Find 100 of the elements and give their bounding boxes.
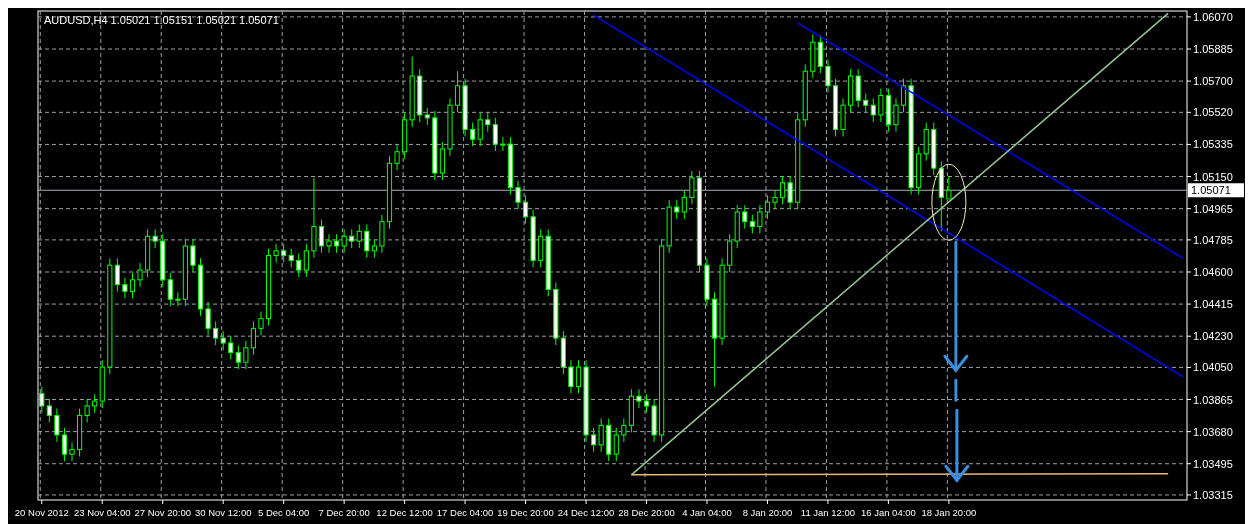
y-tick-label: 1.03495 bbox=[1193, 457, 1233, 470]
chart-title: AUDUSD,H4 1.05021 1.05151 1.05021 1.05071 bbox=[44, 14, 279, 26]
candlestick bbox=[492, 117, 498, 152]
candlestick bbox=[787, 175, 793, 210]
candlestick bbox=[349, 228, 355, 249]
candlestick bbox=[500, 136, 506, 152]
candlestick bbox=[92, 393, 98, 414]
candlestick bbox=[341, 228, 347, 254]
candlestick bbox=[54, 408, 60, 443]
x-tick-label: 30 Nov 12:00 bbox=[194, 507, 252, 518]
y-tick-label: 1.05700 bbox=[1193, 75, 1233, 88]
candlestick bbox=[235, 345, 241, 370]
candlestick bbox=[764, 194, 771, 220]
x-tick-label: 4 Jan 04:00 bbox=[682, 507, 732, 518]
candlestick bbox=[228, 335, 234, 360]
candlestick bbox=[288, 248, 294, 268]
x-tick-label: 23 Nov 04:00 bbox=[74, 507, 131, 518]
x-tick-label: 20 Nov 2012 bbox=[14, 507, 69, 518]
candlestick bbox=[757, 204, 763, 234]
candlestick bbox=[946, 175, 952, 200]
y-tick-label: 1.04230 bbox=[1193, 330, 1233, 343]
x-tick-label: 11 Jan 12:00 bbox=[800, 507, 856, 518]
candlestick bbox=[213, 320, 219, 346]
candlestick bbox=[477, 112, 483, 147]
y-tick-label: 1.03315 bbox=[1193, 488, 1233, 501]
candlestick bbox=[863, 92, 869, 113]
y-tick-label: 1.05150 bbox=[1193, 170, 1233, 183]
y-tick-label: 1.05520 bbox=[1193, 106, 1233, 119]
y-tick-label: 1.04965 bbox=[1193, 202, 1233, 215]
candlestick bbox=[84, 398, 90, 423]
candlestick bbox=[243, 340, 249, 370]
candlestick bbox=[485, 112, 491, 133]
candlestick bbox=[137, 262, 143, 288]
x-tick-label: 17 Dec 04:00 bbox=[436, 507, 494, 518]
x-tick-label: 27 Nov 20:00 bbox=[134, 507, 191, 518]
candlestick bbox=[303, 243, 309, 278]
candlestick bbox=[129, 272, 136, 299]
x-tick-label: 19 Dec 20:00 bbox=[497, 507, 554, 518]
y-tick-label: 1.04785 bbox=[1193, 233, 1233, 246]
x-tick-label: 24 Dec 12:00 bbox=[557, 507, 615, 518]
candlestick bbox=[515, 180, 521, 210]
candlestick bbox=[598, 417, 604, 453]
candlestick bbox=[878, 88, 884, 123]
candlestick bbox=[69, 442, 75, 462]
candlestick bbox=[900, 78, 907, 113]
candlestick bbox=[643, 393, 650, 414]
x-tick-label: 5 Dec 04:00 bbox=[258, 507, 310, 518]
y-tick-label: 1.03680 bbox=[1193, 425, 1233, 438]
candlestick bbox=[394, 144, 400, 171]
candlestick bbox=[613, 427, 619, 462]
y-tick-label: 1.04600 bbox=[1193, 265, 1233, 278]
candlestick bbox=[825, 58, 831, 94]
y-tick-label: 1.03865 bbox=[1193, 393, 1233, 406]
candlestick bbox=[364, 223, 370, 259]
candlestick bbox=[568, 359, 574, 394]
x-tick-label: 8 Jan 20:00 bbox=[742, 507, 793, 518]
candlestick bbox=[749, 214, 755, 234]
candlestick bbox=[46, 398, 52, 423]
candlestick bbox=[334, 233, 340, 254]
candlestick bbox=[575, 359, 582, 394]
candlestick bbox=[454, 70, 461, 113]
y-tick-label: 1.06070 bbox=[1193, 10, 1233, 23]
y-tick-label: 1.04050 bbox=[1193, 361, 1233, 374]
candlestick bbox=[772, 189, 778, 210]
candlestick bbox=[522, 194, 529, 225]
candlestick bbox=[318, 219, 325, 254]
candlestick bbox=[371, 238, 377, 259]
x-tick-label: 12 Dec 12:00 bbox=[376, 507, 433, 518]
candlestick bbox=[893, 97, 899, 133]
candlestick bbox=[296, 252, 302, 278]
candlestick bbox=[742, 204, 748, 230]
x-tick-label: 16 Jan 04:00 bbox=[860, 507, 916, 518]
candlestick bbox=[681, 189, 687, 220]
candlestick bbox=[122, 277, 128, 299]
candlestick bbox=[674, 199, 680, 220]
candlestick bbox=[250, 320, 257, 356]
candlestick bbox=[780, 175, 786, 205]
candlestick bbox=[591, 427, 597, 453]
candlestick bbox=[689, 170, 695, 205]
ref-line-label: 1.05071 bbox=[1191, 184, 1231, 197]
y-tick-label: 1.05335 bbox=[1193, 138, 1233, 151]
candlestick bbox=[220, 330, 226, 351]
candlestick bbox=[470, 122, 476, 147]
candlestick bbox=[61, 427, 68, 462]
candlestick bbox=[167, 272, 173, 307]
x-tick-label: 7 Dec 20:00 bbox=[318, 507, 370, 518]
y-tick-label: 1.05885 bbox=[1193, 43, 1233, 55]
candlestick bbox=[273, 243, 279, 263]
candlestick bbox=[258, 311, 264, 336]
candlestick bbox=[356, 223, 362, 249]
candlestick bbox=[870, 97, 876, 123]
candlestick bbox=[326, 233, 332, 254]
candlestick bbox=[281, 243, 287, 263]
candlestick bbox=[114, 257, 120, 293]
candlestick bbox=[636, 388, 642, 409]
y-tick-label: 1.04415 bbox=[1193, 298, 1233, 311]
candlestick bbox=[621, 417, 627, 443]
x-tick-label: 18 Jan 20:00 bbox=[921, 507, 977, 518]
candlestick bbox=[205, 301, 211, 336]
x-tick-label: 28 Dec 20:00 bbox=[618, 507, 675, 518]
